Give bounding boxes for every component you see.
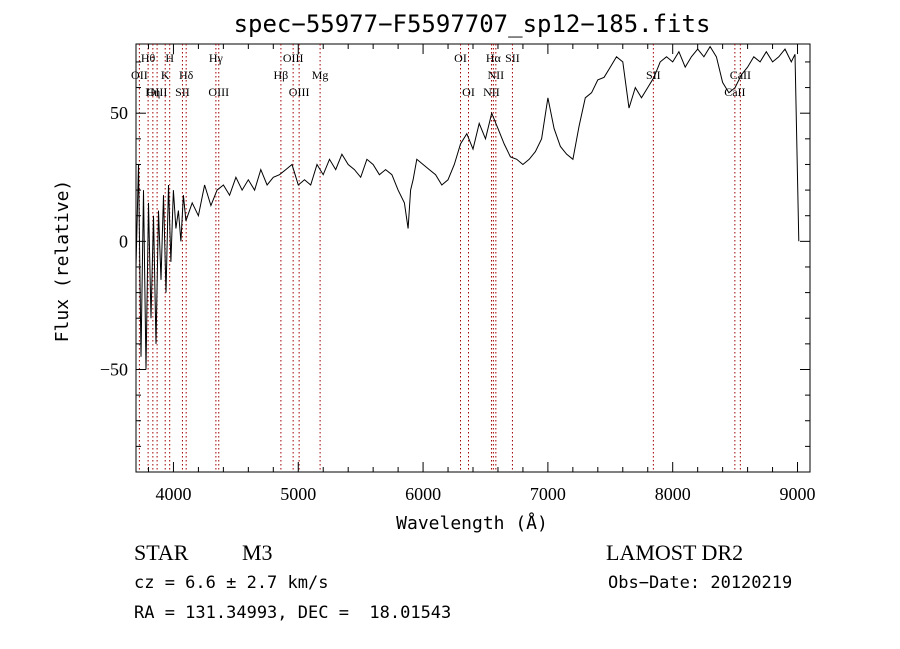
emission-line-label-12: Mg [312, 68, 329, 82]
object-subclass: M3 [242, 540, 273, 565]
emission-line-label-22: CaII [724, 85, 745, 99]
emission-line-label-9: OIII [208, 85, 229, 99]
chart-title: spec−55977−F5597707_sp12−185.fits [234, 10, 711, 38]
x-tick-label-5000: 5000 [280, 484, 316, 504]
emission-line-label-4: H [165, 51, 174, 65]
x-tick-label-4000: 4000 [155, 484, 191, 504]
emission-line-label-18: NII [488, 68, 505, 82]
x-tick-label-6000: 6000 [405, 484, 441, 504]
survey-name: LAMOST DR2 [606, 540, 744, 565]
emission-line-label-13: OIII [289, 85, 310, 99]
y-tick-label-0: 0 [119, 231, 128, 251]
emission-line-label-2: OIII [147, 85, 168, 99]
x-tick-label-8000: 8000 [655, 484, 691, 504]
emission-line-label-11: Hβ [274, 68, 289, 82]
plot-border [135, 43, 811, 473]
emission-line-label-19: NII [483, 85, 500, 99]
emission-line-label-8: Hγ [209, 51, 224, 65]
emission-line-label-3: Hη [145, 85, 160, 99]
y-tick-label--50: −50 [100, 359, 128, 379]
redshift-velocity: cz = 6.6 ± 2.7 km/s [134, 573, 329, 593]
emission-line-label-6: Hδ [179, 68, 194, 82]
emission-line-label-17: SII [505, 51, 520, 65]
x-tick-label-7000: 7000 [530, 484, 566, 504]
emission-line-markers [138, 44, 741, 472]
x-tick-label-9000: 9000 [780, 484, 816, 504]
plot-frame [135, 43, 811, 473]
observation-date: Obs−Date: 20120219 [608, 573, 793, 593]
emission-line-label-5: K [161, 68, 170, 82]
emission-line-label-7: SII [175, 85, 190, 99]
sky-coordinates: RA = 131.34993, DEC = 18.01543 [134, 603, 452, 623]
emission-line-label-16: Hα [486, 51, 502, 65]
emission-line-label-14: OI [454, 51, 467, 65]
emission-line-label-10: OIII [283, 51, 304, 65]
emission-line-label-20: SII [646, 68, 661, 82]
spectrum-series [135, 45, 800, 370]
y-axis-label: Flux (relative) [52, 180, 73, 343]
x-axis-label: Wavelength (Å) [396, 512, 548, 534]
emission-line-label-0: Hθ [141, 51, 156, 65]
y-tick-label-50: 50 [110, 103, 128, 123]
object-class: STAR [134, 540, 189, 565]
emission-line-label-1: OII [131, 68, 148, 82]
emission-line-label-21: CaII [730, 68, 751, 82]
spectrum-line-0 [135, 45, 800, 370]
y-axis-ticks: −50 0 50 [100, 61, 810, 447]
emission-line-label-15: OI [462, 85, 475, 99]
x-axis-ticks: 4000 5000 6000 7000 8000 9000 [147, 44, 816, 504]
